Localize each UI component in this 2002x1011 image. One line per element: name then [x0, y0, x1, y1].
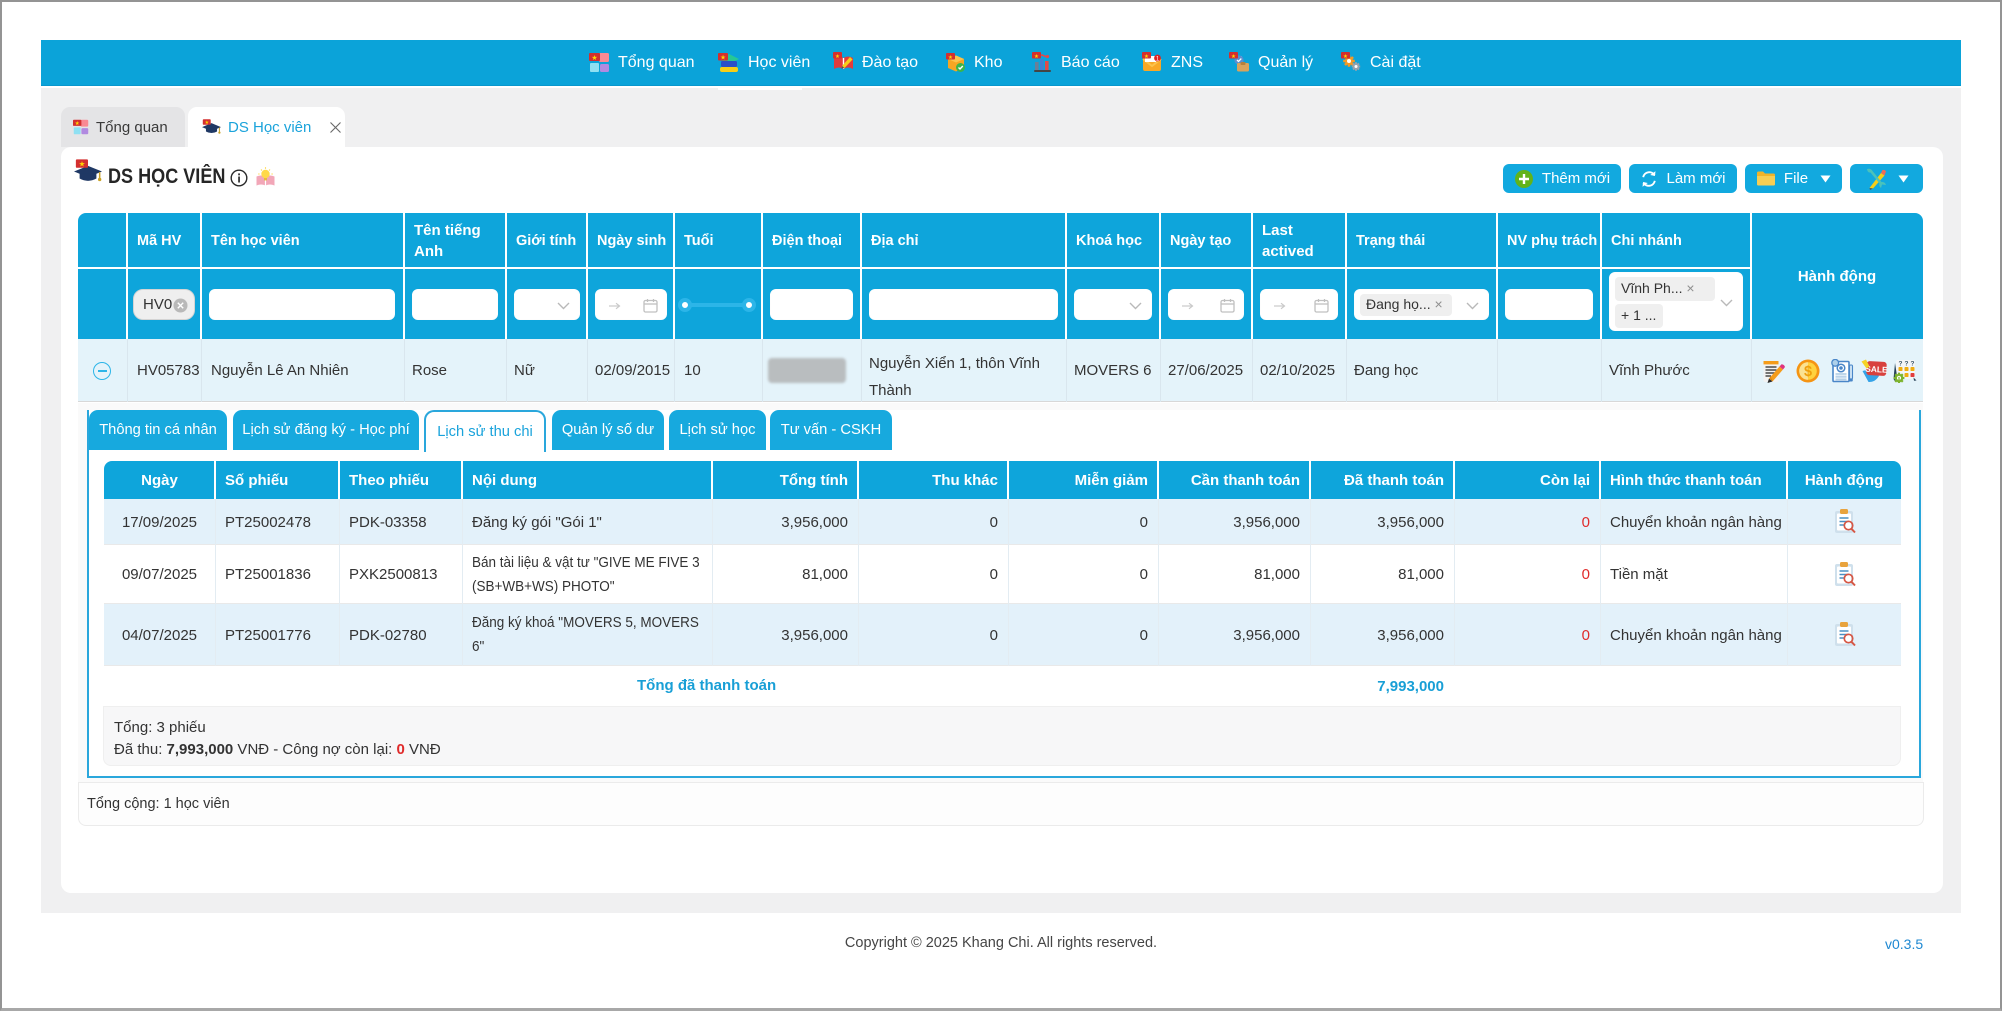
svg-text:?: ? — [1899, 361, 1903, 368]
svg-text:★: ★ — [591, 54, 597, 62]
svg-text:★: ★ — [205, 119, 210, 125]
svg-text:$: $ — [1898, 376, 1901, 381]
svg-text:1: 1 — [1156, 56, 1160, 62]
svg-text:?: ? — [1911, 361, 1915, 368]
svg-text:$: $ — [1804, 364, 1812, 380]
svg-text:SALE: SALE — [1865, 364, 1887, 375]
svg-text:★: ★ — [1231, 53, 1236, 60]
svg-text:★: ★ — [720, 53, 726, 61]
svg-text:★: ★ — [1034, 53, 1039, 60]
svg-text:★: ★ — [835, 53, 840, 60]
svg-text:★: ★ — [1144, 53, 1149, 60]
svg-text:?: ? — [1905, 361, 1909, 368]
svg-text:★: ★ — [1343, 53, 1348, 60]
svg-text:★: ★ — [79, 159, 86, 168]
svg-text:★: ★ — [75, 121, 80, 127]
svg-text:★: ★ — [948, 53, 953, 60]
